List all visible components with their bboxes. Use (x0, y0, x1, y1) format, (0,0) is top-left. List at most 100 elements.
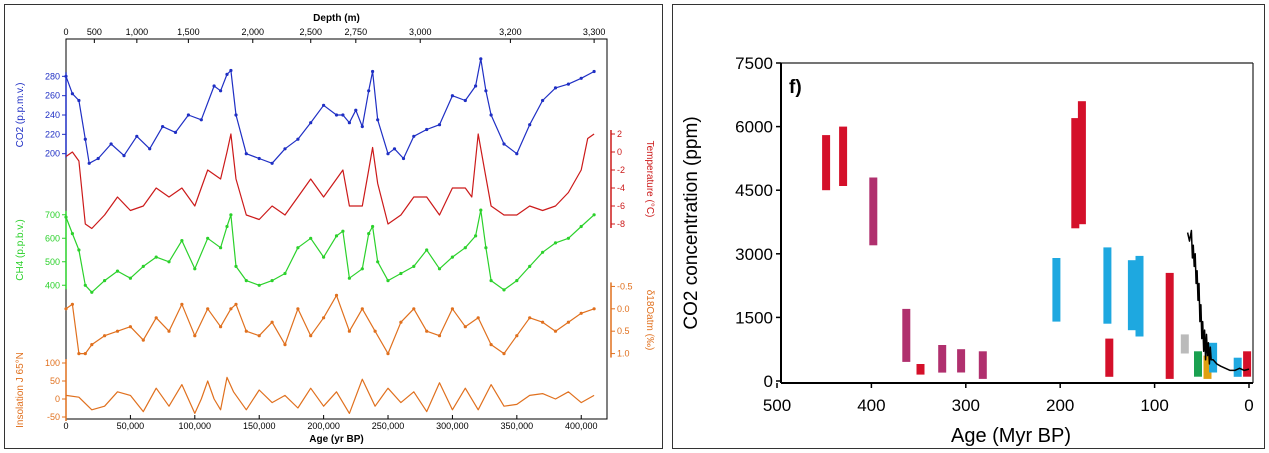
co2-series-line (65, 58, 595, 164)
co2-point (161, 125, 165, 129)
x-tick-label: 400 (857, 396, 885, 415)
depth-tick-label: 3,000 (409, 27, 432, 37)
ch4-point (334, 234, 339, 238)
ch4-point (229, 213, 233, 217)
d18o-point (193, 334, 197, 338)
co2-range-bar (1077, 101, 1086, 225)
co2-point (437, 123, 442, 127)
co2-range-bar (1105, 338, 1114, 377)
d18o-point (115, 329, 120, 333)
temperature-tick-label: -4 (617, 183, 625, 193)
d18o-series-line (65, 294, 595, 355)
ch4-point (270, 279, 274, 283)
y-axis-title: CO2 concentration (ppm) (681, 116, 702, 329)
co2-point (592, 69, 596, 74)
co2-axis-title: CO2 (p.p.m.v.) (15, 83, 26, 148)
depth-tick-label: 500 (87, 27, 102, 37)
d18o-point (450, 307, 454, 311)
d18o-point (489, 343, 493, 347)
co2-point (77, 98, 81, 103)
ch4-point (77, 248, 81, 252)
ch4-point (450, 255, 454, 259)
depth-tick-label: 2,750 (345, 27, 368, 37)
ch4-point (474, 234, 478, 238)
ch4-point (83, 283, 87, 287)
ch4-point (592, 213, 596, 217)
d18o-tick-label: 0.0 (617, 304, 630, 314)
co2-point (70, 92, 74, 96)
ch4-point (64, 215, 68, 219)
co2-point (474, 84, 478, 88)
co2-point (219, 89, 223, 93)
temperature-tick-label: 0 (617, 147, 622, 157)
co2-tick-label: 200 (45, 149, 60, 159)
co2-point (96, 156, 100, 161)
co2-point (148, 147, 152, 151)
co2-range-bar (1165, 272, 1174, 379)
vostok-panel: 0 500 1,000 1,500 2,000 2,500 2,750 3,000 3,200 3… (4, 4, 663, 449)
d18o-point (167, 329, 171, 333)
d18o-point (502, 352, 506, 356)
x-tick-label: 100 (1140, 396, 1168, 415)
x-tick-label: 500 (763, 396, 791, 415)
co2-range-bar (1233, 357, 1242, 377)
co2-tick-label: 220 (45, 129, 60, 139)
ch4-point (376, 260, 380, 264)
age-tick-label: 300,000 (436, 421, 469, 431)
d18o-point (206, 307, 210, 311)
d18o-point (399, 320, 403, 324)
depth-tick-label: 2,000 (242, 27, 265, 37)
temperature-axis-title: Temperature (°C) (644, 141, 655, 218)
d18o-point (437, 334, 442, 338)
x-tick-label: 200 (1046, 396, 1074, 415)
ch4-point (463, 246, 467, 250)
ch4-point (234, 264, 238, 268)
d18o-point (219, 325, 223, 329)
co2-point (244, 152, 248, 156)
co2-point (386, 152, 390, 156)
co2-point (309, 121, 313, 125)
d18o-point (373, 329, 377, 333)
co2-point (489, 113, 493, 117)
d18o-point (425, 329, 429, 333)
d18o-point (592, 307, 596, 311)
age-tick-label: 0 (63, 421, 68, 431)
ch4-point (412, 264, 416, 268)
co2-point (401, 156, 406, 161)
ch4-point (437, 267, 442, 271)
co2-point (579, 76, 583, 80)
co2-range-bar (1203, 355, 1212, 379)
co2-point (566, 82, 571, 86)
d18o-point (180, 302, 184, 306)
co2-point (234, 113, 238, 117)
d18o-point (476, 316, 480, 320)
co2-point (553, 86, 558, 90)
co2-tick-label: 260 (45, 91, 60, 101)
d18o-point (283, 343, 287, 347)
temperature-tick-label: -8 (617, 219, 625, 229)
co2-point (83, 137, 87, 141)
co2-point (322, 103, 326, 107)
d18o-point (257, 334, 261, 338)
ch4-point (90, 290, 94, 294)
co2-point (515, 152, 519, 156)
d18o-point (515, 334, 519, 338)
co2-point (122, 154, 126, 158)
ch4-point (115, 269, 120, 273)
ch4-point (579, 224, 583, 229)
d18o-point (154, 316, 158, 320)
d18o-point (64, 307, 68, 311)
co2-range-bar (822, 135, 831, 191)
co2-point (270, 161, 274, 165)
d18o-point (334, 293, 339, 297)
d18o-point (566, 320, 571, 324)
co2-point (186, 113, 190, 117)
depth-axis-title: Depth (m) (313, 13, 360, 24)
ch4-point (167, 260, 171, 264)
insolation-series-line (65, 376, 595, 414)
d18o-point (541, 320, 545, 324)
d18o-point (386, 352, 390, 356)
co2-point (212, 84, 216, 88)
y-tick-label: 4500 (735, 181, 773, 200)
d18o-point (77, 352, 81, 356)
